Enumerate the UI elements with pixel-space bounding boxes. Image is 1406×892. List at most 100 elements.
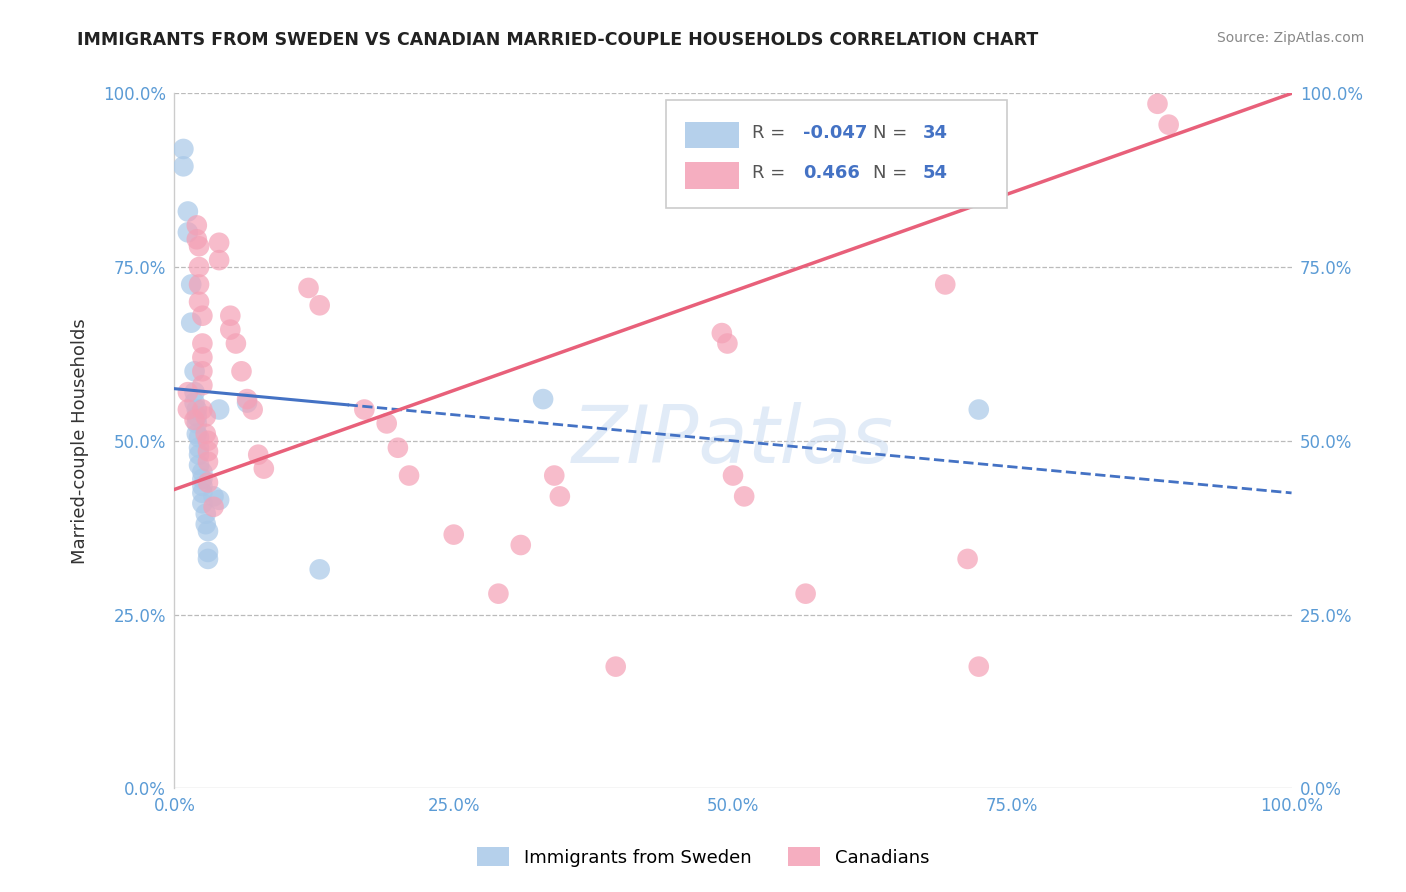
Text: IMMIGRANTS FROM SWEDEN VS CANADIAN MARRIED-COUPLE HOUSEHOLDS CORRELATION CHART: IMMIGRANTS FROM SWEDEN VS CANADIAN MARRI… [77,31,1039,49]
Point [188,441,211,455]
Text: Source: ZipAtlas.com: Source: ZipAtlas.com [1216,31,1364,45]
Point [177,225,200,239]
Point [180,316,202,330]
Point [543,468,565,483]
Text: 0.466: 0.466 [803,164,860,182]
Point [721,468,744,483]
Point [605,659,627,673]
Point [194,409,217,424]
Bar [685,162,738,188]
Point [194,426,217,441]
Point [186,409,208,424]
Point [191,465,214,479]
Point [297,281,319,295]
Point [191,486,214,500]
Point [197,552,219,566]
Point [188,239,211,253]
Point [188,294,211,309]
Point [197,545,219,559]
Point [183,385,205,400]
Point [172,159,194,173]
Text: -0.047: -0.047 [803,124,868,142]
Point [716,336,738,351]
Point [191,309,214,323]
Point [191,496,214,510]
Point [794,587,817,601]
Point [398,468,420,483]
Point [191,479,214,493]
Text: R =: R = [752,164,792,182]
Point [188,448,211,462]
Point [172,142,194,156]
Text: 34: 34 [922,124,948,142]
Point [236,395,259,409]
Point [188,430,211,444]
Point [194,507,217,521]
Point [208,402,231,417]
Point [197,524,219,538]
Point [236,392,259,406]
Point [353,402,375,417]
Point [177,402,200,417]
Point [197,475,219,490]
Point [183,364,205,378]
Point [202,489,225,503]
Point [1157,118,1180,132]
Bar [685,122,738,148]
Point [191,364,214,378]
Point [934,277,956,292]
Point [208,253,231,268]
Legend: Immigrants from Sweden, Canadians: Immigrants from Sweden, Canadians [470,840,936,874]
Point [188,458,211,472]
Point [183,413,205,427]
Text: N =: N = [873,124,912,142]
Point [253,461,276,475]
Point [548,489,571,503]
Text: 54: 54 [922,164,948,182]
Point [177,204,200,219]
Text: N =: N = [873,164,912,182]
Point [219,323,242,337]
Point [197,455,219,469]
Point [191,378,214,392]
Point [177,385,200,400]
Point [710,326,733,340]
Point [231,364,253,378]
Text: ZIPatlas: ZIPatlas [572,401,894,480]
Point [186,219,208,233]
Text: R =: R = [752,124,792,142]
Point [375,417,398,431]
Point [197,444,219,458]
Point [967,402,990,417]
Point [308,562,330,576]
Point [180,277,202,292]
Point [387,441,409,455]
Point [225,336,247,351]
FancyBboxPatch shape [666,100,1007,208]
Point [1146,96,1168,111]
Point [191,402,214,417]
Point [191,351,214,365]
Point [202,500,225,514]
Point [186,402,208,417]
Point [188,277,211,292]
Point [509,538,531,552]
Point [242,402,264,417]
Point [208,235,231,250]
Point [308,298,330,312]
Point [188,260,211,274]
Point [186,426,208,441]
Point [197,434,219,448]
Point [208,492,231,507]
Point [191,336,214,351]
Point [219,309,242,323]
Point [967,659,990,673]
Y-axis label: Married-couple Households: Married-couple Households [72,318,89,564]
Point [186,417,208,431]
Point [443,527,465,541]
Point [486,587,509,601]
Point [186,232,208,246]
Point [247,448,270,462]
Point [733,489,755,503]
Point [194,517,217,532]
